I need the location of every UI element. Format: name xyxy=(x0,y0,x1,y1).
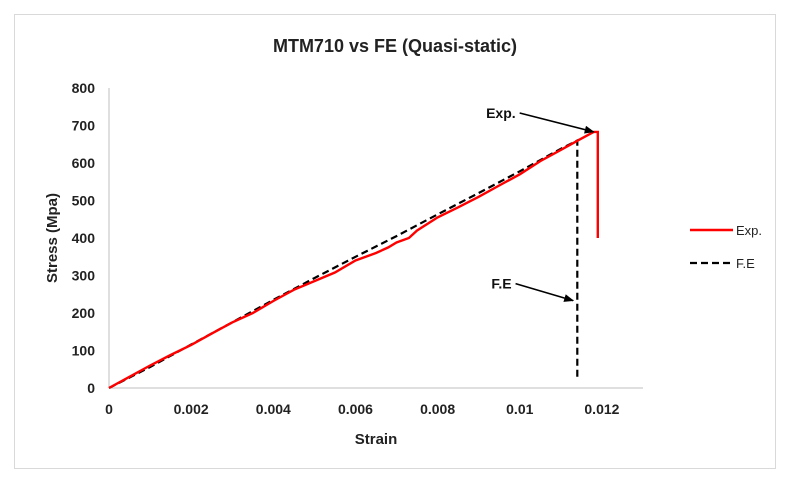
x-tick-label: 0.008 xyxy=(420,401,455,417)
x-tick-labels: 0 0.002 0.004 0.006 0.008 0.01 0.012 xyxy=(105,401,620,417)
legend: Exp. F.E xyxy=(690,223,762,271)
annotation-arrow xyxy=(519,112,595,134)
y-tick-label: 200 xyxy=(72,305,96,321)
chart-title: MTM710 vs FE (Quasi-static) xyxy=(273,36,517,56)
series-line-exp xyxy=(108,130,599,390)
legend-label: Exp. xyxy=(736,223,762,238)
legend-label: F.E xyxy=(736,256,755,271)
x-tick-label: 0.006 xyxy=(338,401,373,417)
y-tick-label: 300 xyxy=(72,268,96,284)
x-tick-label: 0.004 xyxy=(256,401,291,417)
y-tick-label: 800 xyxy=(72,80,96,96)
y-tick-label: 400 xyxy=(72,230,96,246)
y-tick-label: 0 xyxy=(87,380,95,396)
y-tick-label: 700 xyxy=(72,118,96,134)
x-tick-label: 0.01 xyxy=(506,401,533,417)
series-layer xyxy=(108,130,599,390)
y-tick-label: 500 xyxy=(72,193,96,209)
x-axis-title: Strain xyxy=(355,431,398,448)
x-tick-label: 0.002 xyxy=(174,401,209,417)
y-axis-title: Stress (Mpa) xyxy=(44,193,61,283)
x-tick-label: 0.012 xyxy=(584,401,619,417)
y-tick-labels: 0 100 200 300 400 500 600 700 800 xyxy=(72,80,96,396)
chart-frame xyxy=(14,14,776,469)
annotation-arrow xyxy=(515,282,575,302)
x-tick-label: 0 xyxy=(105,401,113,417)
annotation-label: Exp. xyxy=(486,105,516,121)
y-tick-label: 100 xyxy=(72,343,96,359)
annotation-label: F.E xyxy=(491,276,511,292)
annotations: Exp. F.E xyxy=(486,105,595,302)
y-tick-label: 600 xyxy=(72,155,96,171)
